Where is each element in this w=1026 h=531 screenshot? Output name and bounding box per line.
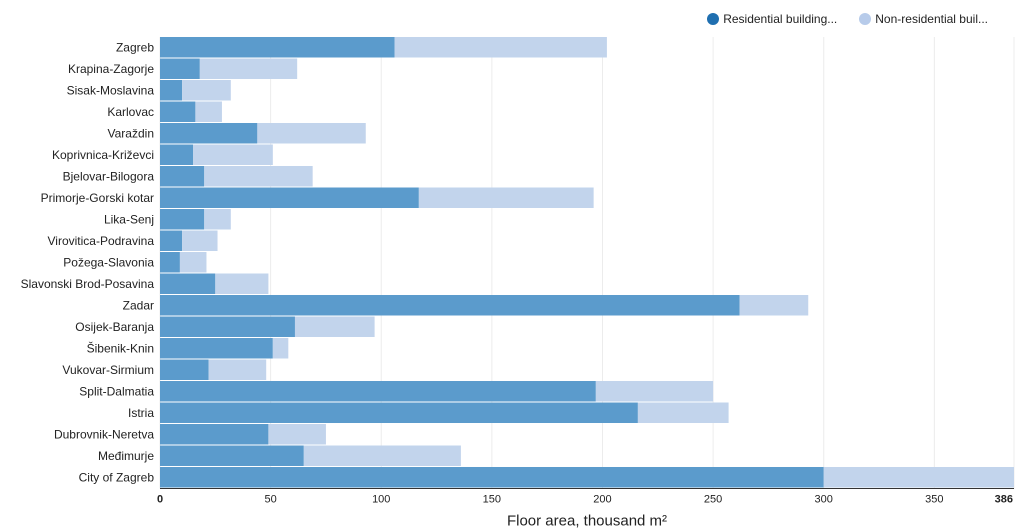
x-tick-labels: 0 50 100 150 200 250 300 350 386: [157, 494, 1013, 506]
category-label-12: Zadar: [123, 298, 154, 312]
x-tick-label-5: 250: [704, 494, 722, 506]
bar-non-residential-1[interactable]: [199, 58, 298, 80]
bar-non-residential-19[interactable]: [303, 445, 461, 467]
bar-residential-14[interactable]: [160, 338, 273, 359]
category-label-2: Sisak-Moslavina: [67, 83, 155, 97]
category-label-6: Bjelovar-Bilogora: [63, 169, 155, 183]
category-label-19: Međimurje: [98, 449, 154, 463]
category-label-4: Varaždin: [108, 126, 154, 140]
x-tick-label-3: 150: [483, 494, 501, 506]
bar-residential-1[interactable]: [160, 58, 200, 80]
legend-swatch-residential: [707, 13, 720, 25]
bar-residential-6[interactable]: [160, 166, 205, 187]
legend-swatch-non-residential: [859, 13, 872, 25]
bar-non-residential-8[interactable]: [204, 209, 231, 230]
bar-non-residential-14[interactable]: [272, 338, 289, 359]
bar-residential-19[interactable]: [160, 445, 304, 467]
bar-residential-2[interactable]: [160, 80, 183, 101]
bar-non-residential-15[interactable]: [208, 359, 267, 381]
category-label-9: Virovitica-Podravina: [48, 234, 155, 248]
x-tick-label-0: 0: [157, 494, 163, 506]
category-label-18: Dubrovnik-Neretva: [54, 427, 154, 441]
x-tick-label-6: 300: [815, 494, 833, 506]
bar-residential-13[interactable]: [160, 316, 295, 338]
bar-residential-17[interactable]: [160, 402, 638, 424]
legend-label-non-residential: Non-residential buil...: [875, 12, 988, 26]
bar-residential-15[interactable]: [160, 359, 209, 381]
legend-label-residential: Residential building...: [723, 12, 838, 26]
category-label-10: Požega-Slavonia: [63, 255, 154, 269]
category-label-15: Vukovar-Sirmium: [62, 363, 154, 377]
bar-residential-11[interactable]: [160, 273, 216, 295]
bar-non-residential-20[interactable]: [823, 467, 1014, 488]
bar-non-residential-2[interactable]: [182, 80, 231, 101]
bar-residential-10[interactable]: [160, 252, 180, 273]
category-label-1: Krapina-Zagorje: [68, 62, 154, 76]
category-label-3: Karlovac: [107, 105, 154, 119]
bar-residential-20[interactable]: [160, 467, 824, 488]
bar-non-residential-13[interactable]: [294, 316, 375, 338]
bar-non-residential-9[interactable]: [182, 230, 218, 252]
bar-residential-0[interactable]: [160, 37, 395, 58]
category-label-8: Lika-Senj: [104, 212, 154, 226]
category-label-17: Istria: [128, 406, 154, 420]
category-label-16: Split-Dalmatia: [79, 384, 154, 398]
x-axis-title: Floor area, thousand m²: [507, 513, 667, 530]
bar-non-residential-18[interactable]: [268, 424, 326, 445]
legend-item-residential[interactable]: Residential building...: [707, 12, 837, 26]
bar-residential-3[interactable]: [160, 101, 196, 123]
bar-non-residential-7[interactable]: [418, 187, 594, 209]
bar-non-residential-12[interactable]: [739, 295, 809, 316]
bar-non-residential-11[interactable]: [215, 273, 269, 295]
x-tick-label-4: 200: [593, 494, 611, 506]
bar-non-residential-16[interactable]: [595, 381, 714, 402]
legend-item-non-residential[interactable]: Non-residential buil...: [859, 12, 988, 26]
bars: [160, 37, 1014, 488]
bar-non-residential-3[interactable]: [195, 101, 222, 123]
bar-residential-9[interactable]: [160, 230, 183, 252]
x-tick-label-1: 50: [264, 494, 276, 506]
category-label-0: Zagreb: [116, 40, 154, 54]
category-label-14: Šibenik-Knin: [87, 340, 154, 355]
bar-residential-5[interactable]: [160, 144, 194, 166]
bar-non-residential-4[interactable]: [257, 123, 366, 144]
category-label-5: Koprivnica-Križevci: [52, 148, 154, 162]
x-tick-label-8: 386: [995, 494, 1013, 506]
bar-residential-8[interactable]: [160, 209, 205, 230]
x-tick-label-2: 100: [372, 494, 390, 506]
bar-non-residential-6[interactable]: [204, 166, 313, 187]
bar-non-residential-17[interactable]: [637, 402, 729, 424]
category-label-20: City of Zagreb: [79, 470, 155, 484]
bar-residential-7[interactable]: [160, 187, 419, 209]
bar-non-residential-5[interactable]: [193, 144, 273, 166]
x-tick-label-7: 350: [925, 494, 943, 506]
category-label-11: Slavonski Brod-Posavina: [21, 277, 155, 291]
bar-residential-12[interactable]: [160, 295, 740, 316]
legend: Residential building... Non-residential …: [707, 12, 988, 26]
bar-residential-16[interactable]: [160, 381, 596, 402]
bar-non-residential-10[interactable]: [179, 252, 207, 273]
category-label-7: Primorje-Gorski kotar: [41, 191, 154, 205]
category-label-13: Osijek-Baranja: [75, 320, 154, 334]
bar-residential-4[interactable]: [160, 123, 258, 144]
bar-residential-18[interactable]: [160, 424, 269, 445]
bar-non-residential-0[interactable]: [394, 37, 607, 58]
category-labels: Zagreb Krapina-Zagorje Sisak-Moslavina Karl…: [21, 40, 155, 484]
